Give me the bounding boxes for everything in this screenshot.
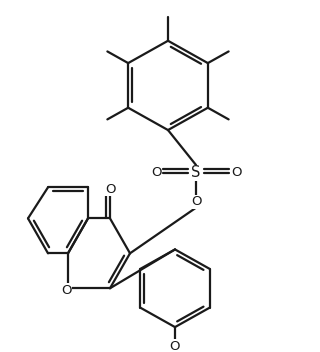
Text: O: O — [231, 166, 241, 179]
Text: O: O — [151, 166, 161, 179]
Text: S: S — [191, 165, 201, 180]
Text: O: O — [61, 284, 71, 297]
Text: O: O — [105, 183, 115, 196]
Text: O: O — [170, 340, 180, 352]
Text: O: O — [191, 195, 201, 208]
